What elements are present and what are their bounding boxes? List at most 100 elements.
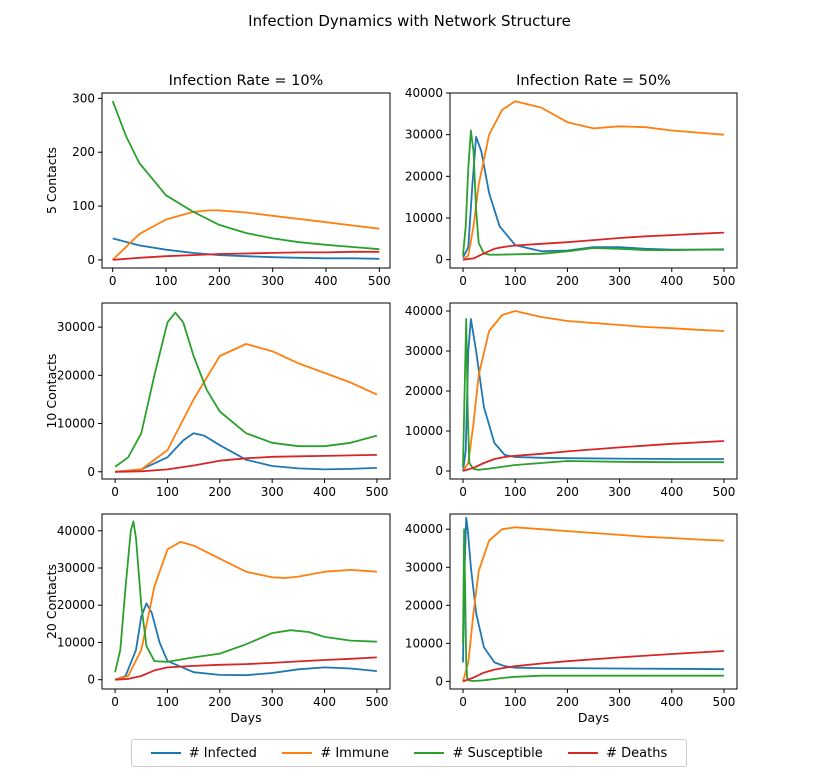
panel-5: 0 100 200 300 400 500 0 10000 20000 30000 40000 20 …: [44, 513, 391, 725]
y-tick-label: 0: [435, 253, 443, 267]
legend-item-susceptible: # Susceptible: [414, 746, 543, 761]
x-tick-label: 300: [608, 274, 631, 288]
series-line-deaths: [115, 656, 377, 681]
series-line-immune: [462, 100, 725, 261]
x-tick-label: 200: [208, 485, 231, 499]
axes-frame: [101, 92, 391, 269]
y-tick-label: 0: [87, 465, 95, 479]
y-tick-label: 10000: [405, 211, 443, 225]
x-tick-label: 500: [365, 695, 388, 709]
x-tick-label: 300: [261, 274, 284, 288]
x-tick-label: 0: [111, 485, 119, 499]
y-tick-label: 20000: [405, 384, 443, 398]
y-tick-label: 0: [87, 253, 95, 267]
x-tick-label: 300: [608, 485, 631, 499]
y-tick-label: 10000: [405, 424, 443, 438]
series-line-deaths: [115, 454, 377, 473]
x-tick-label: 500: [368, 274, 391, 288]
legend-swatch-deaths: [568, 752, 599, 754]
axes-frame: [449, 92, 738, 269]
series-line-infected: [114, 602, 377, 681]
axes-frame: [101, 302, 391, 480]
x-axis-label: Days: [578, 710, 609, 725]
panel-2: 0 100 200 300 400 500 0 10000 20000 30000 40000 Inf…: [405, 73, 738, 288]
x-tick-label: 300: [261, 485, 284, 499]
legend-swatch-susceptible: [414, 752, 445, 754]
series-line-infected: [112, 237, 380, 260]
y-tick-label: 20000: [405, 598, 443, 612]
y-tick-label: 40000: [57, 524, 95, 538]
y-tick-label: 30000: [405, 560, 443, 574]
series-line-immune: [114, 541, 377, 681]
legend-swatch-infected: [150, 752, 181, 754]
legend-item-immune: # Immune: [282, 746, 389, 761]
figure-title: Infection Dynamics with Network Structur…: [248, 12, 571, 30]
series-line-susceptible: [114, 311, 378, 468]
axes-frame: [449, 513, 738, 690]
y-tick-label: 40000: [405, 304, 443, 318]
x-tick-label: 500: [713, 695, 736, 709]
panel-3: 0 100 200 300 400 500 0 10000 20000 30000 10 Conta…: [44, 302, 391, 499]
series-line-immune: [112, 209, 380, 261]
series-line-infected: [462, 516, 725, 671]
x-tick-label: 100: [156, 695, 179, 709]
x-tick-label: 300: [608, 695, 631, 709]
x-tick-label: 400: [660, 274, 683, 288]
y-tick-label: 40000: [405, 522, 443, 536]
y-axis-label: 20 Contacts: [44, 564, 59, 639]
x-tick-label: 0: [111, 695, 119, 709]
y-tick-label: 40000: [405, 86, 443, 100]
series-line-susceptible: [462, 528, 724, 682]
series-line-infected: [115, 432, 377, 473]
series-line-deaths: [462, 650, 725, 683]
y-tick-label: 0: [435, 674, 443, 688]
series-line-immune: [462, 310, 725, 472]
x-tick-label: 400: [660, 695, 683, 709]
x-tick-label: 400: [313, 695, 336, 709]
y-tick-label: 10000: [57, 635, 95, 649]
series-line-immune: [115, 343, 378, 473]
x-tick-label: 200: [556, 485, 579, 499]
x-tick-label: 0: [459, 695, 467, 709]
y-tick-label: 30000: [405, 344, 443, 358]
series-line-susceptible: [114, 520, 377, 673]
panel-title: Infection Rate = 10%: [169, 73, 324, 89]
y-tick-label: 0: [435, 464, 443, 478]
x-tick-label: 100: [504, 485, 527, 499]
panel-6: 0 100 200 300 400 500 0 10000 20000 30000 40000 Day…: [405, 513, 738, 725]
legend-swatch-immune: [282, 752, 313, 754]
x-tick-label: 300: [261, 695, 284, 709]
x-tick-label: 200: [556, 695, 579, 709]
legend-label: # Immune: [320, 745, 389, 761]
series-line-susceptible: [111, 100, 380, 251]
y-tick-label: 20000: [405, 169, 443, 183]
x-tick-label: 400: [660, 485, 683, 499]
x-tick-label: 400: [315, 274, 338, 288]
y-tick-label: 30000: [57, 320, 95, 334]
y-tick-label: 0: [87, 673, 95, 687]
x-tick-label: 500: [713, 485, 736, 499]
y-tick-label: 10000: [405, 636, 443, 650]
y-tick-label: 100: [72, 199, 95, 213]
y-tick-label: 20000: [57, 368, 95, 382]
x-tick-label: 200: [208, 695, 231, 709]
x-tick-label: 100: [504, 274, 527, 288]
y-tick-label: 30000: [405, 128, 443, 142]
panel-4: 0 100 200 300 400 500 0 10000 20000 30000 40000: [405, 302, 738, 499]
x-tick-label: 100: [156, 485, 179, 499]
series-line-deaths: [462, 440, 725, 472]
legend: # Infected # Immune # Susceptible # Deat…: [131, 739, 687, 767]
x-tick-label: 500: [713, 274, 736, 288]
x-tick-label: 0: [109, 274, 117, 288]
y-axis-label: 10 Contacts: [44, 353, 59, 428]
x-tick-label: 400: [313, 485, 336, 499]
legend-item-deaths: # Deaths: [568, 746, 667, 761]
legend-item-infected: # Infected: [150, 745, 257, 761]
legend-label: # Infected: [188, 745, 257, 761]
x-tick-label: 0: [459, 485, 467, 499]
y-axis-label: 5 Contacts: [44, 147, 59, 214]
legend-label: # Deaths: [606, 745, 668, 761]
y-tick-label: 30000: [57, 561, 95, 575]
y-tick-label: 10000: [57, 417, 95, 431]
x-tick-label: 100: [504, 695, 527, 709]
